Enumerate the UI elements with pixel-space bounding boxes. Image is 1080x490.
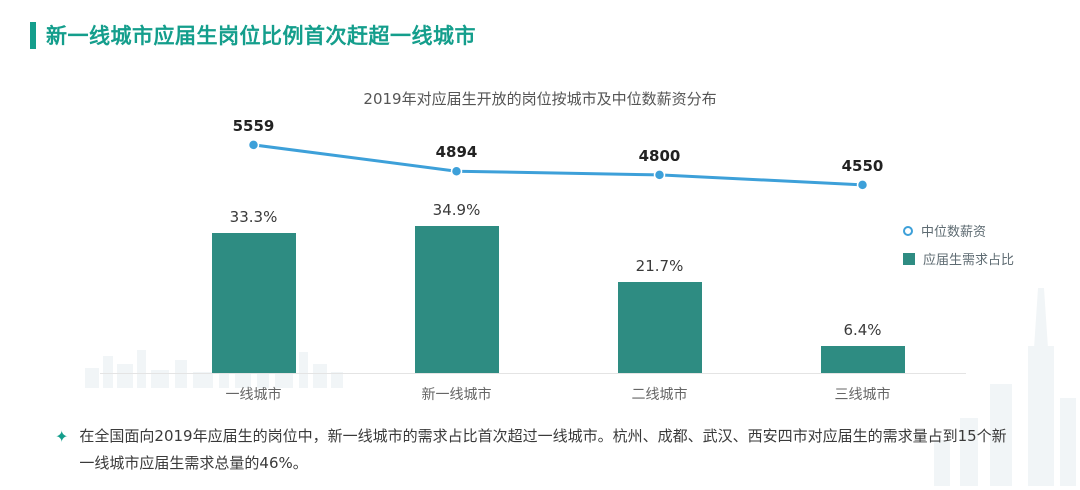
line-value-label: 4894 bbox=[435, 143, 478, 162]
square-marker-icon bbox=[903, 252, 915, 265]
bar-一线城市 bbox=[211, 233, 296, 373]
plot-area: 33.3% 一线城市 34.9% 新一线城市 21.7% 二线城市 6.4% 三线城市 5559… bbox=[152, 115, 964, 403]
line-point bbox=[247, 139, 260, 151]
title-accent-bar bbox=[30, 21, 36, 49]
city-skyline-watermark-right bbox=[930, 288, 1080, 490]
x-axis-label: 一线城市 bbox=[225, 387, 282, 403]
x-axis-label: 三线城市 bbox=[834, 387, 891, 403]
legend: 中位数薪资 应届生需求占比 bbox=[903, 221, 1014, 268]
line-point bbox=[856, 179, 869, 191]
sparkle-icon: ✦ bbox=[55, 427, 69, 446]
bar-value-label: 6.4% bbox=[843, 321, 882, 340]
line-value-label: 4550 bbox=[841, 156, 884, 175]
x-axis-line bbox=[100, 373, 966, 374]
x-axis-label: 新一线城市 bbox=[421, 387, 492, 403]
legend-item-median-salary: 中位数薪资 bbox=[903, 221, 1014, 240]
x-axis-label: 二线城市 bbox=[631, 387, 688, 403]
page-title: 新一线城市应届生岗位比例首次赶超一线城市 bbox=[46, 24, 476, 48]
footnote: ✦ 在全国面向2019年应届生的岗位中，新一线城市的需求占比首次超过一线城市。杭… bbox=[55, 423, 1015, 477]
median-salary-line bbox=[247, 139, 869, 191]
chart-title: 2019年对应届生开放的岗位按城市及中位数薪资分布 bbox=[363, 90, 717, 108]
line-point bbox=[450, 165, 463, 177]
page-header: 新一线城市应届生岗位比例首次赶超一线城市 bbox=[30, 20, 476, 50]
circle-marker-icon bbox=[903, 225, 913, 236]
bar-三线城市 bbox=[820, 346, 905, 373]
bar-二线城市 bbox=[617, 281, 702, 373]
legend-item-graduate-demand-share: 应届生需求占比 bbox=[903, 249, 1014, 268]
footnote-text: 在全国面向2019年应届生的岗位中，新一线城市的需求占比首次超过一线城市。杭州、… bbox=[79, 427, 1007, 472]
legend-label: 中位数薪资 bbox=[921, 225, 987, 240]
line-value-label: 5559 bbox=[232, 116, 275, 135]
bar-value-label: 34.9% bbox=[432, 201, 481, 220]
bar-新一线城市 bbox=[414, 226, 499, 373]
line-value-label: 4800 bbox=[638, 146, 681, 165]
bar-value-label: 33.3% bbox=[229, 208, 278, 227]
bar-value-label: 21.7% bbox=[635, 256, 684, 275]
legend-label: 应届生需求占比 bbox=[923, 253, 1015, 268]
line-point bbox=[653, 169, 666, 181]
